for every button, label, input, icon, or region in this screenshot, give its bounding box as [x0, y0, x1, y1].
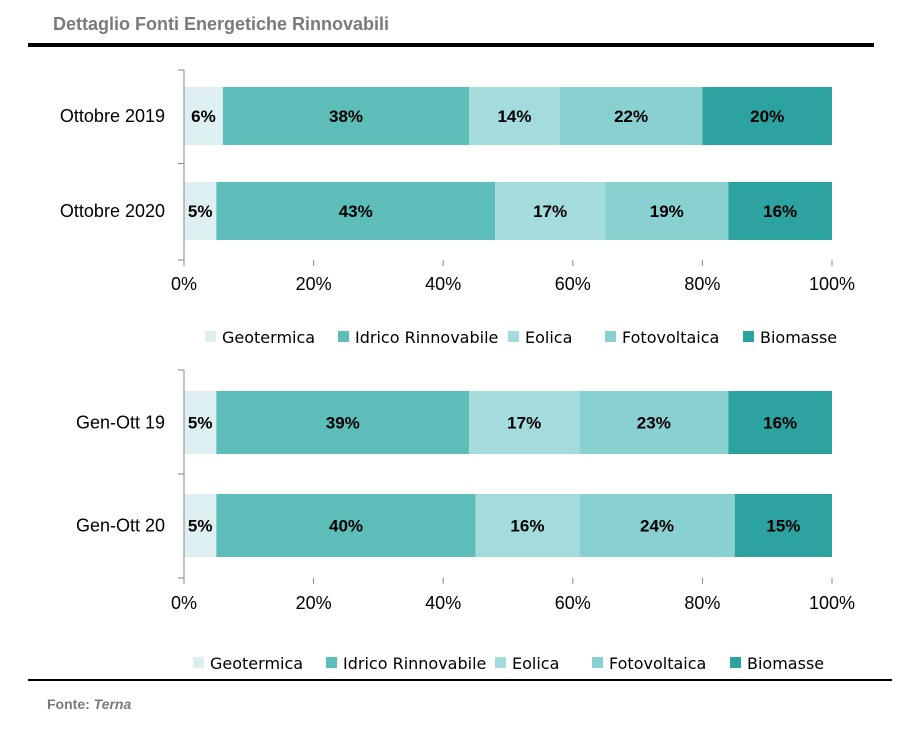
- data-label: 16%: [763, 202, 797, 221]
- category-label: Gen-Ott 20: [76, 516, 165, 536]
- x-tick-label: 40%: [425, 274, 461, 294]
- bar-segment: [579, 494, 735, 557]
- legend: Geotermica Idrico Rinnovabile Eolica Fotovo…: [193, 654, 824, 673]
- source-name: Terna: [93, 696, 132, 712]
- source-label: Fonte:: [47, 696, 90, 712]
- data-label: 17%: [533, 202, 567, 221]
- data-label: 39%: [326, 414, 360, 433]
- x-tick-label: 40%: [425, 593, 461, 613]
- bar-segment: [734, 494, 832, 557]
- x-tick-label: 20%: [296, 593, 332, 613]
- bar-segment: [184, 391, 217, 454]
- x-tick-label: 80%: [684, 593, 720, 613]
- data-label: 16%: [510, 517, 544, 536]
- legend-swatch: [193, 657, 204, 668]
- data-label: 5%: [188, 517, 213, 536]
- data-label: 38%: [329, 107, 363, 126]
- bar-segment: [475, 494, 580, 557]
- data-label: 23%: [637, 414, 671, 433]
- legend-label: Eolica: [512, 654, 559, 673]
- x-tick-label: 0%: [171, 274, 197, 294]
- x-tick-label: 60%: [555, 274, 591, 294]
- page-title: Dettaglio Fonti Energetiche Rinnovabili: [53, 14, 390, 34]
- data-label: 5%: [188, 202, 213, 221]
- x-tick-label: 20%: [296, 274, 332, 294]
- legend-swatch: [508, 331, 519, 342]
- data-label: 15%: [766, 517, 800, 536]
- legend-label: Idrico Rinnovabile: [343, 654, 486, 673]
- x-tick-label: 100%: [809, 274, 855, 294]
- chart-1: Ottobre 2019 6% 38% 14% 22% 20% Ottobre 2020 5%…: [60, 69, 855, 347]
- bar-segment: [728, 391, 832, 454]
- legend-label: Geotermica: [222, 328, 315, 347]
- legend-swatch: [743, 331, 754, 342]
- title-divider: [28, 43, 874, 47]
- data-label: 40%: [329, 517, 363, 536]
- x-tick-label: 80%: [684, 274, 720, 294]
- bar-segment: [216, 494, 476, 557]
- legend-label: Fotovoltaica: [622, 328, 719, 347]
- chart-2: Gen-Ott 19 5% 39% 17% 23% 16% Gen-Ott 20 5% 40% 1…: [76, 369, 855, 673]
- legend-label: Idrico Rinnovabile: [355, 328, 498, 347]
- source-note: Fonte: Terna: [47, 696, 131, 712]
- data-label: 17%: [507, 414, 541, 433]
- bar-segment: [469, 87, 560, 145]
- legend-label: Fotovoltaica: [609, 654, 706, 673]
- bar-segment: [184, 182, 217, 240]
- data-label: 5%: [188, 414, 213, 433]
- bar-segment: [495, 182, 606, 240]
- bar-segment: [184, 87, 223, 145]
- data-label: 16%: [763, 414, 797, 433]
- legend-label: Eolica: [525, 328, 572, 347]
- legend-swatch: [338, 331, 349, 342]
- data-label: 20%: [750, 107, 784, 126]
- legend-swatch: [205, 331, 216, 342]
- category-label: Gen-Ott 19: [76, 413, 165, 433]
- bar-segment: [216, 182, 496, 240]
- bar-segment: [559, 87, 703, 145]
- bar-segment: [702, 87, 832, 145]
- x-tick-label: 0%: [171, 593, 197, 613]
- legend-label: Biomasse: [747, 654, 824, 673]
- data-label: 43%: [339, 202, 373, 221]
- legend-swatch: [326, 657, 337, 668]
- data-label: 19%: [650, 202, 684, 221]
- footer-divider: [28, 679, 892, 681]
- legend-label: Biomasse: [760, 328, 837, 347]
- x-tick-label: 60%: [555, 593, 591, 613]
- bar-segment: [469, 391, 580, 454]
- legend-swatch: [592, 657, 603, 668]
- category-label: Ottobre 2019: [60, 106, 165, 126]
- legend-swatch: [730, 657, 741, 668]
- data-label: 22%: [614, 107, 648, 126]
- bar-segment: [605, 182, 729, 240]
- legend: Geotermica Idrico Rinnovabile Eolica Fotovo…: [205, 328, 837, 347]
- legend-label: Geotermica: [210, 654, 303, 673]
- bar-segment: [728, 182, 832, 240]
- data-label: 24%: [640, 517, 674, 536]
- bar-segment: [222, 87, 470, 145]
- bar-segment: [216, 391, 470, 454]
- category-label: Ottobre 2020: [60, 201, 165, 221]
- bar-segment: [184, 494, 217, 557]
- data-label: 14%: [497, 107, 531, 126]
- legend-swatch: [605, 331, 616, 342]
- data-label: 6%: [191, 107, 216, 126]
- legend-swatch: [495, 657, 506, 668]
- x-tick-label: 100%: [809, 593, 855, 613]
- bar-segment: [579, 391, 729, 454]
